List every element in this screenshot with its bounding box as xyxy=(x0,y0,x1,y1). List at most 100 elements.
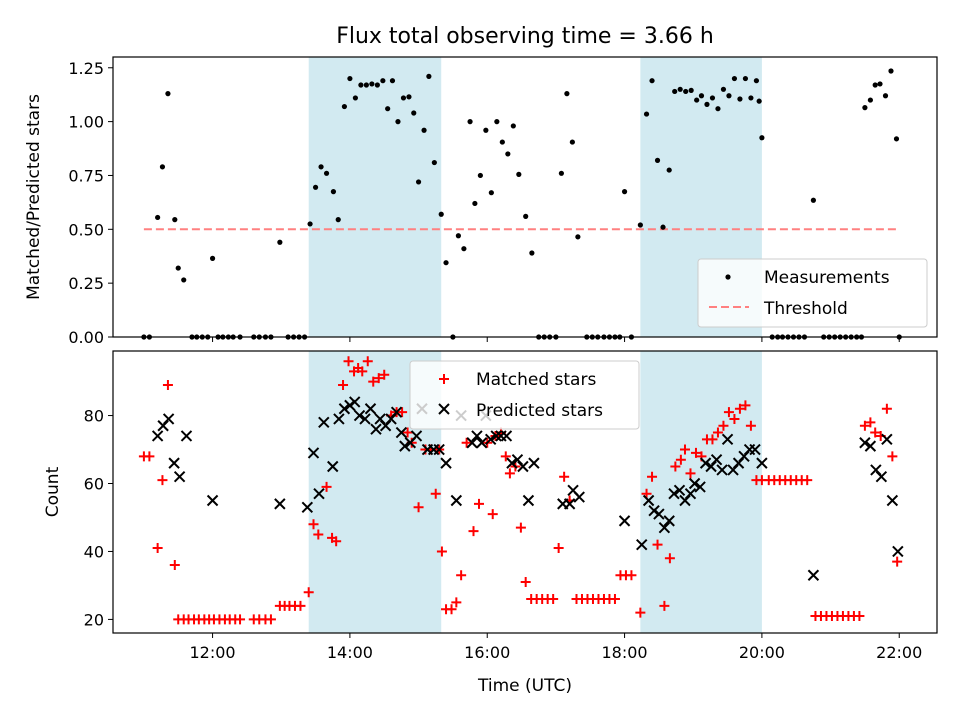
matched-star-marker xyxy=(520,577,531,588)
predicted-star-marker xyxy=(892,545,904,558)
matched-star-marker xyxy=(679,444,690,455)
measurement-point xyxy=(461,246,467,252)
predicted-star-marker xyxy=(573,491,585,503)
predicted-star-marker xyxy=(338,403,351,415)
predicted-star-marker xyxy=(206,494,219,507)
measurement-point xyxy=(694,97,700,103)
legend-measurement-swatch xyxy=(725,274,731,280)
matched-star-marker xyxy=(553,543,564,554)
matched-star-marker xyxy=(308,519,319,530)
matched-star-marker xyxy=(343,356,354,367)
y-tick-label: 80 xyxy=(84,407,104,426)
matched-star-marker xyxy=(144,451,155,462)
measurement-point xyxy=(872,82,878,88)
predicted-star-marker xyxy=(476,437,488,449)
predicted-star-marker xyxy=(370,423,382,435)
predicted-star-marker xyxy=(353,409,366,422)
matched-star-marker xyxy=(473,498,484,509)
matched-star-marker xyxy=(451,597,462,608)
measurement-point xyxy=(677,86,683,92)
measurement-point xyxy=(426,73,432,79)
measurement-point xyxy=(704,101,710,107)
measurement-point xyxy=(415,179,422,185)
matched-star-marker xyxy=(664,553,675,564)
predicted-star-marker xyxy=(721,433,734,446)
measurement-point xyxy=(637,222,643,228)
predicted-star-marker xyxy=(327,460,339,473)
predicted-star-marker xyxy=(528,457,540,469)
predicted-star-marker xyxy=(180,430,193,442)
measurement-point xyxy=(888,68,894,74)
measurement-point xyxy=(715,106,721,112)
measurement-point xyxy=(172,217,178,223)
measurement-point xyxy=(443,260,449,266)
y-tick-label: 0.00 xyxy=(68,328,104,347)
measurement-point xyxy=(477,172,483,179)
y-tick-label: 20 xyxy=(84,610,104,629)
y-tick-label: 0.50 xyxy=(68,220,104,239)
matched-star-marker xyxy=(690,447,701,458)
measurement-point xyxy=(720,86,727,92)
predicted-star-marker xyxy=(359,413,371,425)
predicted-star-marker xyxy=(699,457,712,469)
matched-star-marker xyxy=(626,570,637,581)
measurement-point xyxy=(621,189,628,195)
predicted-star-marker xyxy=(484,433,497,446)
measurement-point xyxy=(312,184,319,190)
y-tick-label: 0.25 xyxy=(68,274,104,293)
matched-star-marker xyxy=(659,600,670,611)
measurement-point xyxy=(569,139,575,145)
predicted-star-marker xyxy=(688,477,701,490)
matched-star-marker xyxy=(734,403,745,414)
chart-title: Flux total observing time = 3.66 h xyxy=(336,24,714,49)
matched-star-marker xyxy=(436,546,447,557)
measurement-point xyxy=(341,103,348,110)
measurement-point xyxy=(862,105,868,111)
measurement-point xyxy=(181,277,187,283)
predicted-star-marker xyxy=(658,521,671,534)
matched-star-marker xyxy=(303,587,314,598)
matched-star-marker xyxy=(413,502,424,513)
measurement-point xyxy=(654,157,661,163)
predicted-star-marker xyxy=(716,464,728,476)
measurement-point xyxy=(516,171,522,177)
measurement-point xyxy=(438,211,444,217)
measurement-point xyxy=(277,239,283,245)
matched-star-marker xyxy=(707,434,718,445)
measurement-point xyxy=(558,170,564,176)
measurement-point xyxy=(709,95,716,101)
matched-star-marker xyxy=(870,427,881,438)
legend: Matched stars Predicted stars xyxy=(409,360,640,430)
measurement-point xyxy=(411,110,417,116)
predicted-star-marker xyxy=(450,494,463,507)
legend-box xyxy=(697,258,928,328)
predicted-star-marker xyxy=(749,443,761,456)
matched-star-marker xyxy=(446,604,457,615)
matched-star-marker xyxy=(397,407,408,418)
measurement-point xyxy=(165,91,171,97)
measurement-point xyxy=(374,82,380,88)
matched-star-marker xyxy=(740,400,751,411)
matched-star-marker xyxy=(468,526,479,537)
measurement-point xyxy=(810,197,817,203)
measurement-point xyxy=(395,119,401,125)
matched-star-marker xyxy=(338,379,349,390)
predicted-star-marker xyxy=(307,447,320,459)
measurement-point xyxy=(643,111,650,117)
measurement-point xyxy=(431,159,437,166)
measurement-point xyxy=(352,95,358,101)
measurement-point xyxy=(472,200,478,207)
matched-star-marker xyxy=(892,556,903,567)
predicted-star-marker xyxy=(859,437,871,449)
matched-star-marker xyxy=(331,536,342,547)
matched-star-marker xyxy=(373,373,384,384)
x-tick-label: 12:00 xyxy=(190,643,236,662)
predicted-star-marker xyxy=(313,487,325,500)
predicted-star-marker xyxy=(886,494,899,507)
measurement-point xyxy=(742,75,749,82)
measurement-point xyxy=(672,88,678,95)
legend-label: Measurements xyxy=(764,268,890,288)
matched-star-marker xyxy=(635,607,646,618)
matched-star-marker xyxy=(729,413,740,424)
measurement-point xyxy=(467,119,473,125)
